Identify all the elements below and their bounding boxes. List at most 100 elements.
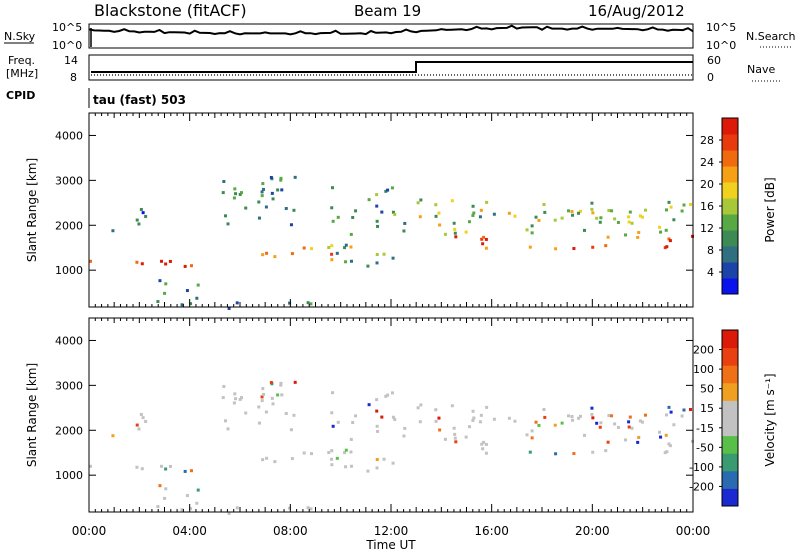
power-cell bbox=[453, 231, 457, 235]
power-cell bbox=[139, 207, 143, 211]
velocity-cell bbox=[222, 384, 226, 388]
x-tick-label: 20:00 bbox=[575, 524, 610, 538]
y-tick-label: 2000 bbox=[55, 219, 83, 232]
velocity-cell bbox=[452, 426, 456, 430]
nave-label: Nave bbox=[747, 63, 775, 76]
power-cell bbox=[418, 215, 422, 219]
velocity-cell bbox=[331, 391, 335, 395]
velocity-cell bbox=[402, 434, 406, 438]
velocity-cell bbox=[434, 419, 438, 423]
velocity-cell bbox=[189, 469, 193, 473]
velocity-cell bbox=[590, 406, 594, 410]
velocity-cell bbox=[669, 410, 673, 414]
velocity-cell bbox=[180, 508, 184, 512]
nsky-tick-high: 10^5 bbox=[52, 21, 82, 34]
velocity-cell bbox=[453, 432, 457, 436]
power-cell bbox=[276, 188, 280, 192]
power-cell bbox=[164, 262, 168, 266]
power-cell bbox=[513, 214, 517, 218]
velocity-cell bbox=[261, 458, 265, 462]
power-cell bbox=[349, 259, 353, 263]
velocity-colorbar-swatch bbox=[722, 365, 738, 384]
x-axis-label: Time UT bbox=[365, 538, 416, 552]
velocity-cell bbox=[269, 381, 273, 385]
power-cell bbox=[260, 194, 264, 198]
velocity-cell bbox=[343, 451, 347, 455]
velocity-colorbar-tick-label: 15 bbox=[700, 402, 714, 415]
power-cell bbox=[189, 302, 193, 306]
power-cell bbox=[434, 214, 438, 218]
velocity-cell bbox=[376, 429, 380, 433]
power-cell bbox=[336, 215, 340, 219]
velocity-cell bbox=[244, 411, 248, 415]
power-cell bbox=[238, 192, 242, 196]
velocity-colorbar-tick-label: -200 bbox=[689, 480, 714, 493]
power-cell bbox=[306, 301, 310, 305]
power-cell bbox=[450, 199, 454, 203]
y-tick-label: 3000 bbox=[55, 379, 83, 392]
power-cell bbox=[390, 186, 394, 190]
velocity-cell bbox=[386, 393, 390, 397]
velocity-cell bbox=[366, 469, 370, 473]
velocity-colorbar-swatch bbox=[722, 435, 738, 454]
velocity-cell bbox=[688, 407, 692, 411]
nsky-panel bbox=[88, 23, 694, 49]
power-colorbar-tick-label: 20 bbox=[700, 178, 714, 191]
velocity-cell bbox=[260, 395, 264, 399]
power-cell bbox=[658, 225, 662, 229]
power-cell bbox=[327, 246, 331, 250]
power-cell bbox=[264, 205, 268, 209]
power-cell bbox=[471, 204, 475, 208]
power-cell bbox=[530, 224, 534, 228]
nsky-label: N.Sky bbox=[4, 30, 36, 43]
velocity-cell bbox=[224, 419, 228, 423]
nsky-tick-low: 10^0 bbox=[52, 39, 82, 52]
velocity-cell bbox=[659, 435, 663, 439]
power-cell bbox=[235, 301, 239, 305]
velocity-cell bbox=[507, 416, 511, 420]
power-cell bbox=[643, 208, 647, 212]
power-cell bbox=[636, 235, 640, 239]
power-cell bbox=[89, 259, 93, 263]
power-colorbar-swatch bbox=[722, 214, 738, 231]
power-cell bbox=[572, 247, 576, 251]
power-colorbar-tick-label: 4 bbox=[707, 266, 714, 279]
velocity-cell bbox=[638, 419, 642, 423]
freq-panel bbox=[88, 54, 694, 81]
freq-units: [MHz] bbox=[6, 67, 38, 80]
power-cell bbox=[590, 201, 594, 205]
power-cell bbox=[391, 210, 395, 214]
power-cell bbox=[604, 244, 608, 248]
power-cell bbox=[375, 219, 379, 223]
velocity-cell bbox=[351, 421, 355, 425]
x-tick-label: 00:00 bbox=[676, 524, 711, 538]
power-cell bbox=[534, 215, 538, 219]
power-cell bbox=[437, 211, 441, 215]
power-cell bbox=[479, 208, 483, 212]
velocity-cell bbox=[482, 440, 486, 444]
velocity-cell bbox=[302, 451, 306, 455]
power-colorbar-swatch bbox=[722, 262, 738, 279]
power-cell bbox=[156, 300, 160, 304]
velocity-cell bbox=[380, 415, 384, 419]
velocity-cell bbox=[590, 412, 594, 416]
power-cell bbox=[560, 216, 564, 220]
power-cell bbox=[402, 229, 406, 233]
velocity-cell bbox=[543, 415, 547, 419]
power-cell bbox=[403, 221, 407, 225]
power-cell bbox=[137, 222, 141, 226]
power-cell bbox=[375, 253, 379, 257]
velocity-cell bbox=[164, 487, 168, 491]
velocity-cell bbox=[667, 442, 671, 446]
power-cell bbox=[195, 296, 199, 300]
velocity-cell bbox=[290, 457, 294, 461]
velocity-colorbar: 200 100 50 15 -15 -50 -100 -200 bbox=[689, 329, 739, 507]
x-tick-label: 16:00 bbox=[474, 524, 509, 538]
velocity-cell bbox=[530, 436, 534, 440]
power-cell bbox=[570, 210, 574, 214]
velocity-cell bbox=[572, 452, 576, 456]
velocity-cell bbox=[664, 413, 668, 417]
velocity-colorbar-swatch bbox=[722, 330, 738, 349]
power-cell bbox=[233, 187, 237, 191]
velocity-colorbar-label: Velocity [m s⁻¹] bbox=[763, 373, 777, 466]
